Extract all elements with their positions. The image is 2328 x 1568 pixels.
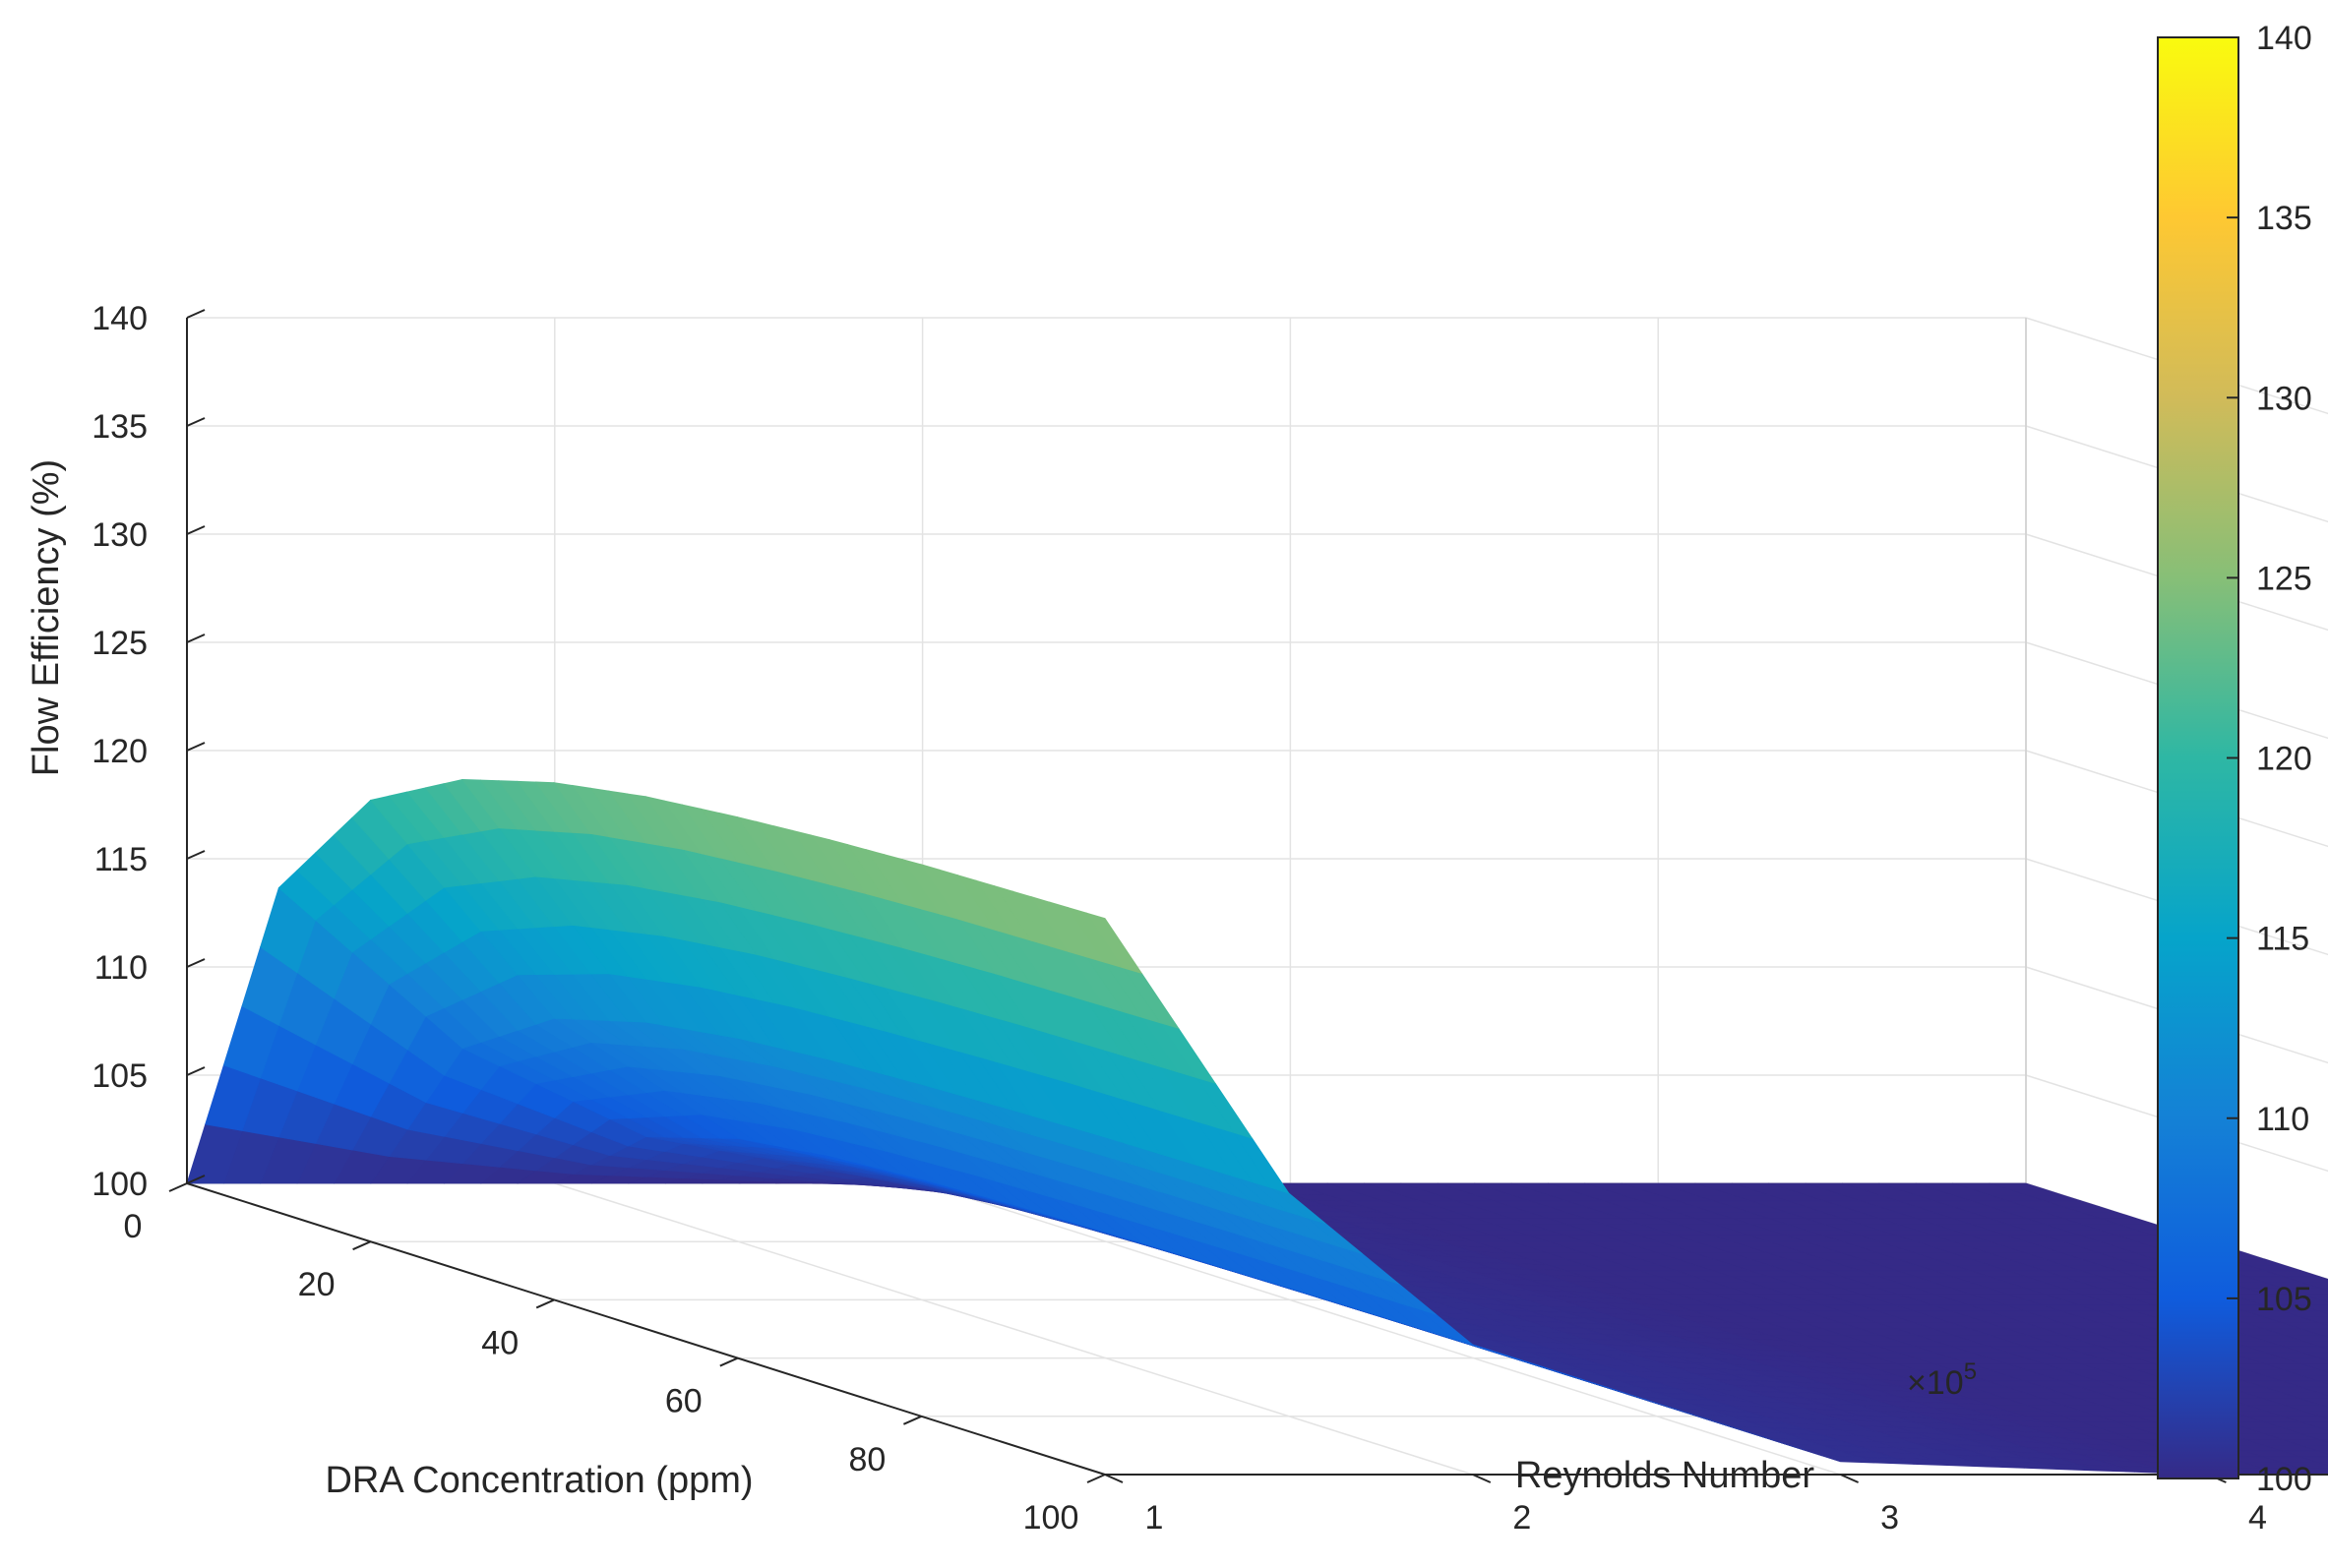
x-axis-tick (720, 1358, 738, 1366)
z-axis-tick (187, 418, 205, 426)
colorbar-gradient (2158, 37, 2238, 1478)
x-axis-tick (903, 1417, 921, 1424)
z-axis-tick (187, 526, 205, 534)
colorbar-tick-label: 125 (2256, 560, 2312, 597)
z-axis-tick (187, 1067, 205, 1075)
z-tick-label: 130 (92, 516, 148, 554)
x-tick-label: 60 (665, 1383, 703, 1420)
colorbar-tick-label: 120 (2256, 741, 2312, 778)
z-tick-label: 105 (92, 1057, 148, 1095)
z-tick-label: 115 (94, 841, 148, 878)
colorbar-tick-label: 130 (2256, 380, 2312, 417)
z-axis-tick (187, 851, 205, 859)
z-tick-label: 110 (94, 949, 148, 987)
z-tick-label: 125 (92, 625, 148, 662)
x-axis-tick (536, 1299, 554, 1307)
y-tick-label: 4 (2248, 1499, 2267, 1537)
colorbar-tick-label: 110 (2256, 1101, 2309, 1138)
colorbar-tick-label: 135 (2256, 200, 2312, 237)
x-axis-tick (1087, 1475, 1105, 1482)
colorbar-tick-label: 105 (2256, 1281, 2312, 1318)
z-tick-label: 135 (92, 408, 148, 446)
colorbar-tick-label: 100 (2256, 1461, 2312, 1498)
surface-mesh (187, 779, 2328, 1475)
x-axis-line (187, 1183, 1105, 1475)
colorbar-tick-label: 140 (2256, 20, 2312, 57)
z-tick-label: 140 (92, 300, 148, 337)
z-axis-tick (187, 743, 205, 751)
x-tick-label: 40 (481, 1324, 519, 1361)
y-axis-label: Reynolds Number (1515, 1455, 1814, 1496)
z-axis-label: Flow Efficiency (%) (26, 459, 67, 776)
colorbar-tick-label: 115 (2256, 921, 2309, 958)
y-tick-label: 2 (1512, 1499, 1531, 1537)
z-tick-label: 120 (92, 733, 148, 770)
x-tick-label: 20 (298, 1266, 336, 1303)
x-axis-tick (169, 1183, 187, 1191)
z-axis-tick (187, 634, 205, 642)
z-axis-tick (187, 310, 205, 318)
y-tick-label: 3 (1880, 1499, 1899, 1537)
y-axis-tick (1105, 1475, 1123, 1482)
x-axis-label: DRA Concentration (ppm) (325, 1460, 753, 1501)
y-axis-tick (1473, 1475, 1491, 1482)
y-tick-label: 1 (1145, 1499, 1164, 1537)
x-tick-label: 100 (1023, 1499, 1079, 1537)
z-axis-tick (187, 959, 205, 967)
z-tick-label: 100 (92, 1166, 148, 1203)
x-tick-label: 80 (848, 1441, 886, 1478)
z-axis-tick-labels: 100 105 110 115 120 125 130 135 140 (92, 300, 148, 1203)
x-axis-tick (353, 1241, 371, 1249)
y-axis-tick (1841, 1475, 1859, 1482)
x-tick-label: 0 (124, 1208, 143, 1245)
y-axis-tick-labels: 1 2 3 4 5 6 (1145, 1499, 2328, 1537)
